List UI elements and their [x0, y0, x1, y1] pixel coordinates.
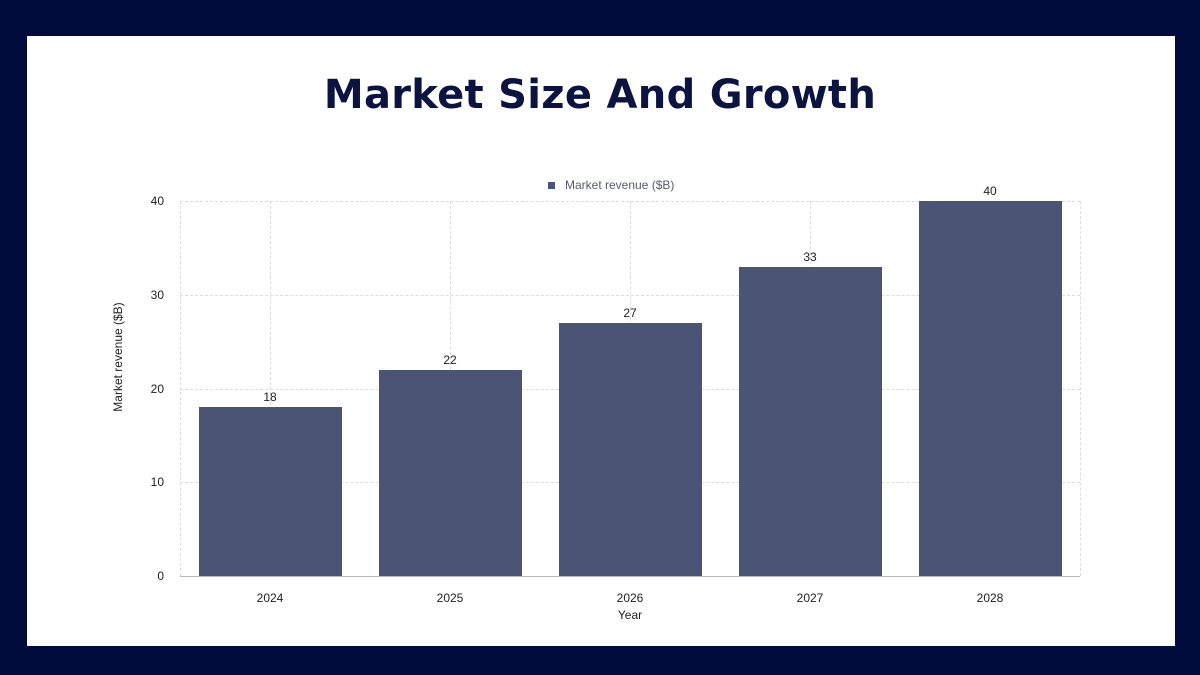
legend-label: Market revenue ($B) [565, 178, 675, 192]
y-tick: 20 [150, 382, 164, 396]
y-tick: 30 [150, 288, 164, 302]
bar-2026 [558, 323, 702, 576]
page-title: Market Size And Growth [323, 72, 877, 118]
bar-2027 [738, 267, 882, 576]
x-axis-label: Year [617, 608, 643, 622]
x-tick: 2027 [796, 591, 824, 605]
bar-value-label: 22 [443, 353, 457, 367]
y-tick: 0 [157, 569, 164, 583]
bar-value-label: 33 [803, 250, 817, 264]
bar-value-label: 18 [263, 390, 277, 404]
bar-2025 [378, 370, 522, 576]
y-tick: 40 [150, 194, 164, 208]
y-tick: 10 [150, 475, 164, 489]
x-tick: 2026 [616, 591, 644, 605]
x-axis-line [180, 576, 1080, 577]
x-tick: 2025 [436, 591, 464, 605]
x-tick: 2028 [976, 591, 1004, 605]
chart-legend: Market revenue ($B) [548, 178, 674, 192]
y-axis-label: Market revenue ($B) [111, 302, 125, 412]
gridline [180, 201, 181, 576]
bar-2028 [918, 201, 1062, 576]
bar-2024 [198, 407, 342, 576]
legend-swatch-icon [548, 181, 555, 189]
bar-value-label: 40 [983, 184, 997, 198]
bar-value-label: 27 [623, 306, 637, 320]
x-tick: 2024 [256, 591, 284, 605]
gridline [270, 201, 271, 576]
gridline [1080, 201, 1081, 576]
